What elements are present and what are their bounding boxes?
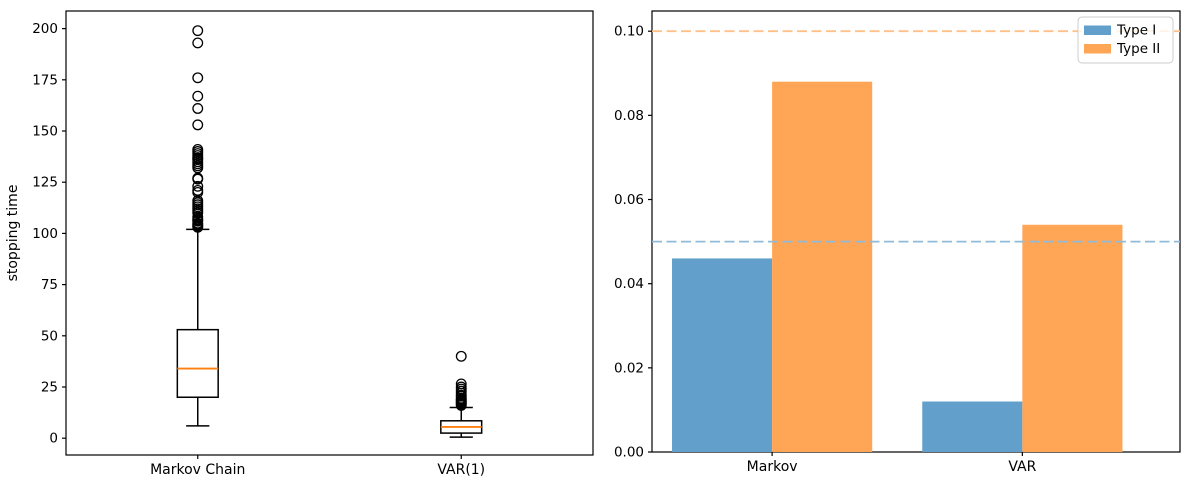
y-tick-label: 200 — [32, 21, 58, 37]
legend-swatch-type-i — [1084, 25, 1111, 35]
boxplot-var-1: VAR(1) — [437, 350, 485, 478]
y-tick-label: 0.08 — [614, 108, 644, 124]
legend: Type I Type II — [1077, 16, 1174, 64]
bar-type-ii-markov — [772, 81, 873, 453]
iqr-box — [176, 328, 219, 398]
y-axis-label: stopping time — [5, 185, 21, 282]
axes-frame — [651, 10, 1181, 453]
bar-type-ii-var — [1022, 224, 1123, 452]
outlier-point — [192, 25, 204, 37]
y-tick-label: 100 — [32, 226, 58, 242]
boxplot-markov-chain: Markov Chain — [150, 25, 245, 478]
outlier-point — [455, 378, 467, 390]
outlier-point — [455, 350, 467, 362]
legend-label-type-i: Type I — [1116, 23, 1156, 39]
bar-type-i-var — [922, 401, 1023, 452]
bar-type-i-markov — [672, 258, 773, 452]
x-tick-label: Markov — [747, 459, 798, 475]
legend-swatch-type-ii — [1084, 44, 1111, 54]
legend-label-type-ii: Type II — [1116, 41, 1160, 57]
outlier-point — [192, 180, 204, 192]
outlier-point — [192, 184, 204, 196]
y-tick-label: 25 — [41, 380, 58, 396]
outlier-point — [455, 381, 467, 393]
outlier-point — [192, 143, 204, 155]
y-tick-label: 175 — [32, 72, 58, 88]
y-tick-label: 150 — [32, 124, 58, 140]
y-tick-label: 75 — [41, 277, 58, 293]
outlier-point — [192, 37, 204, 49]
outlier-point — [192, 119, 204, 131]
outlier-point — [192, 103, 204, 114]
outlier-point — [192, 90, 204, 102]
y-tick-label: 0 — [49, 431, 58, 447]
x-tick-label: VAR — [1008, 459, 1036, 475]
y-tick-label: 50 — [41, 328, 58, 344]
y-tick-label: 125 — [32, 175, 58, 191]
y-tick-label: 0.02 — [614, 360, 644, 376]
x-tick-label: Markov Chain — [150, 462, 245, 478]
axes-frame — [65, 10, 594, 456]
y-tick-label: 0.00 — [614, 445, 644, 461]
boxplot-axes: 0 25 50 75 100 125 150 175 200 stopping time Marko… — [5, 10, 594, 478]
outlier-point — [192, 72, 204, 84]
y-tick-label: 0.06 — [614, 192, 644, 208]
y-tick-label: 0.04 — [614, 276, 644, 292]
x-tick-label: VAR(1) — [437, 462, 485, 478]
y-tick-label: 0.10 — [614, 24, 644, 40]
